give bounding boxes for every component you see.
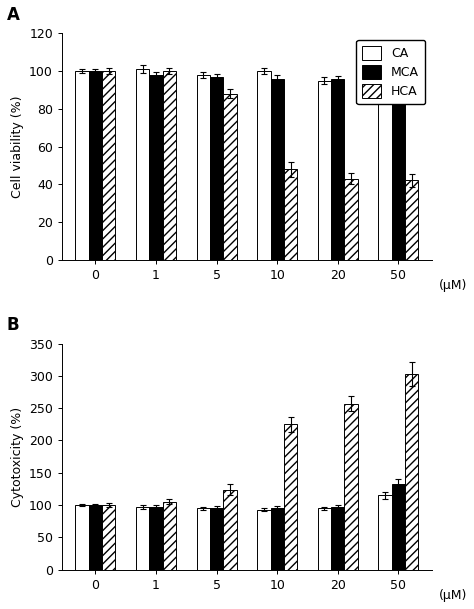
Text: B: B xyxy=(7,317,19,334)
Text: A: A xyxy=(7,7,19,24)
Bar xyxy=(223,490,237,569)
Bar xyxy=(405,374,419,569)
Bar xyxy=(163,502,176,569)
Bar xyxy=(210,77,223,259)
Bar xyxy=(271,507,284,569)
Bar xyxy=(210,507,223,569)
Bar xyxy=(149,75,163,259)
Bar xyxy=(345,178,358,259)
Bar xyxy=(136,507,149,569)
Bar xyxy=(392,84,405,259)
Bar xyxy=(197,509,210,569)
Bar xyxy=(89,505,102,569)
Bar xyxy=(89,71,102,259)
Bar xyxy=(378,495,392,569)
Bar xyxy=(392,484,405,569)
Bar xyxy=(345,404,358,569)
Bar xyxy=(257,71,271,259)
Bar xyxy=(331,507,345,569)
Bar xyxy=(197,75,210,259)
Y-axis label: Cell viability (%): Cell viability (%) xyxy=(10,95,24,198)
Bar xyxy=(318,509,331,569)
Bar xyxy=(257,510,271,569)
Bar xyxy=(149,507,163,569)
Bar xyxy=(136,69,149,259)
Bar xyxy=(284,424,297,569)
Text: (μM): (μM) xyxy=(438,279,467,292)
Bar xyxy=(318,80,331,259)
Bar xyxy=(75,505,89,569)
Bar xyxy=(378,97,392,259)
Bar xyxy=(284,169,297,259)
Bar xyxy=(405,180,419,259)
Bar xyxy=(331,79,345,259)
Bar xyxy=(271,79,284,259)
Bar xyxy=(223,94,237,259)
Y-axis label: Cytotoxicity (%): Cytotoxicity (%) xyxy=(10,406,24,507)
Bar xyxy=(75,71,89,259)
Text: (μM): (μM) xyxy=(438,589,467,602)
Bar xyxy=(163,71,176,259)
Bar xyxy=(102,71,115,259)
Legend: CA, MCA, HCA: CA, MCA, HCA xyxy=(356,40,426,104)
Bar xyxy=(102,505,115,569)
